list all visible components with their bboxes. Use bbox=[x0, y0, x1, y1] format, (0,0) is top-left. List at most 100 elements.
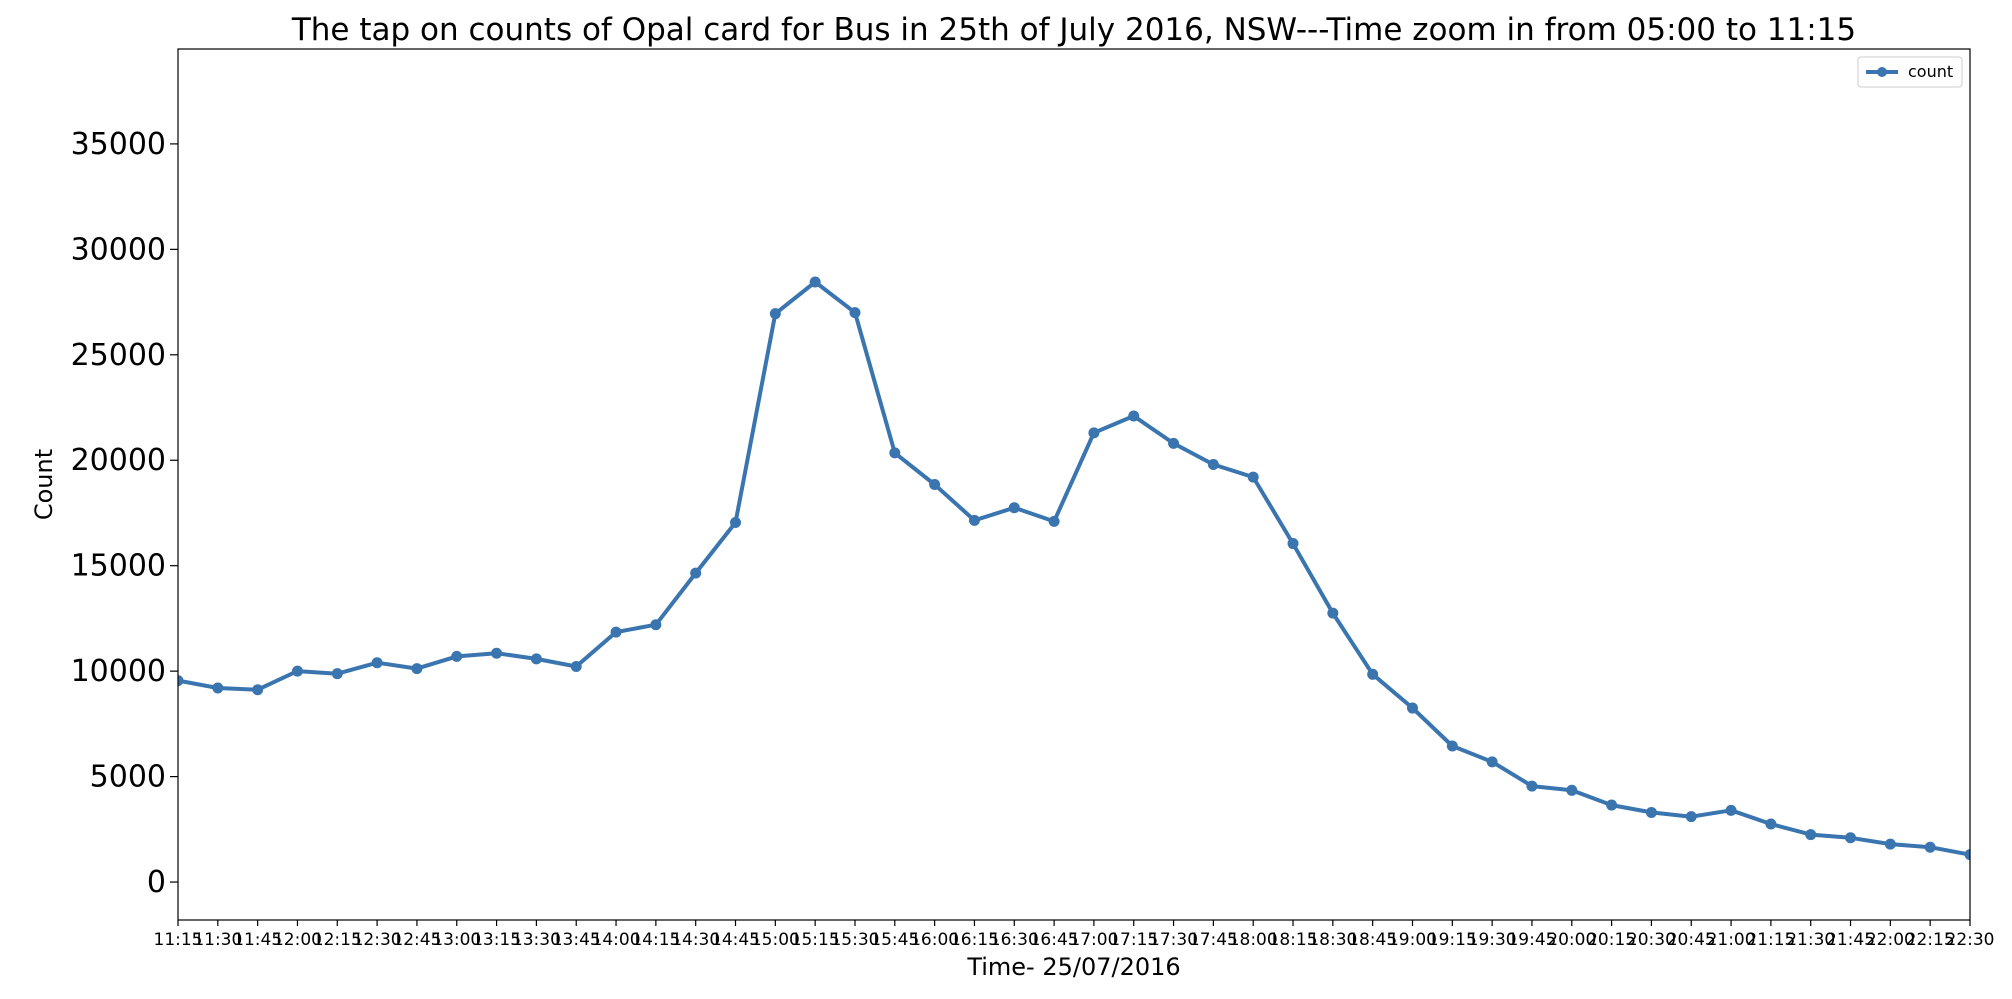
data-point bbox=[1008, 502, 1020, 514]
y-tick-label: 20000 bbox=[71, 443, 166, 478]
data-point bbox=[1964, 849, 1970, 861]
data-point bbox=[411, 663, 423, 675]
data-point bbox=[1327, 607, 1339, 619]
data-point bbox=[1765, 818, 1777, 830]
plot-frame bbox=[177, 48, 1971, 921]
data-point bbox=[1685, 811, 1697, 823]
x-tick-label: 22:00 bbox=[1866, 930, 1915, 950]
x-tick-label: 21:15 bbox=[1746, 930, 1795, 950]
x-tick-label: 15:30 bbox=[830, 930, 879, 950]
data-point bbox=[1287, 538, 1299, 550]
data-point bbox=[849, 307, 861, 319]
y-tick-label: 30000 bbox=[71, 232, 166, 267]
data-point bbox=[1128, 410, 1140, 422]
y-tick-label: 15000 bbox=[71, 549, 166, 584]
data-point bbox=[491, 647, 503, 659]
data-point bbox=[1247, 471, 1259, 483]
data-point bbox=[1725, 804, 1737, 816]
x-tick-label: 17:00 bbox=[1069, 930, 1118, 950]
data-point bbox=[650, 619, 662, 631]
x-tick-label: 21:00 bbox=[1707, 930, 1756, 950]
x-tick-label: 12:00 bbox=[273, 930, 322, 950]
x-tick-label: 16:00 bbox=[910, 930, 959, 950]
legend-box bbox=[1857, 56, 1963, 88]
x-tick-label: 22:30 bbox=[1946, 930, 1995, 950]
data-point bbox=[1845, 832, 1857, 844]
x-tick-label: 14:00 bbox=[592, 930, 641, 950]
x-tick-label: 18:15 bbox=[1269, 930, 1318, 950]
x-tick-label: 14:15 bbox=[631, 930, 680, 950]
data-point bbox=[1207, 458, 1219, 470]
y-tick-label: 35000 bbox=[71, 127, 166, 162]
x-tick-label: 16:15 bbox=[950, 930, 999, 950]
x-tick-label: 21:30 bbox=[1786, 930, 1835, 950]
legend-label: count bbox=[1908, 62, 1953, 81]
x-tick-label: 15:00 bbox=[751, 930, 800, 950]
legend-swatch-marker bbox=[1877, 67, 1887, 77]
x-tick-label: 11:45 bbox=[233, 930, 282, 950]
x-tick-label: 15:15 bbox=[791, 930, 840, 950]
x-tick-label: 13:30 bbox=[512, 930, 561, 950]
x-tick-label: 18:30 bbox=[1308, 930, 1357, 950]
data-point bbox=[1645, 806, 1657, 818]
data-point bbox=[1367, 668, 1379, 680]
x-tick-label: 12:45 bbox=[392, 930, 441, 950]
data-point bbox=[1406, 702, 1418, 714]
chart-title: The tap on counts of Opal card for Bus i… bbox=[291, 12, 1856, 48]
x-tick-label: 13:15 bbox=[472, 930, 521, 950]
data-point bbox=[212, 682, 224, 694]
x-tick-label: 16:30 bbox=[990, 930, 1039, 950]
x-tick-label: 13:45 bbox=[552, 930, 601, 950]
data-point bbox=[769, 308, 781, 320]
data-point bbox=[451, 650, 463, 662]
data-point bbox=[968, 514, 980, 526]
data-point bbox=[570, 661, 582, 673]
data-point bbox=[178, 675, 184, 687]
x-axis-label: Time- 25/07/2016 bbox=[966, 953, 1180, 981]
y-tick-label: 10000 bbox=[71, 654, 166, 689]
x-tick-label: 12:15 bbox=[313, 930, 362, 950]
data-point bbox=[1446, 740, 1458, 752]
y-tick-label: 0 bbox=[147, 865, 166, 900]
data-point bbox=[730, 516, 742, 528]
y-tick-label: 5000 bbox=[90, 760, 166, 795]
data-point bbox=[1088, 427, 1100, 439]
data-point bbox=[1486, 756, 1498, 768]
x-tick-label: 16:45 bbox=[1030, 930, 1079, 950]
data-point bbox=[1526, 780, 1538, 792]
data-point bbox=[530, 653, 542, 665]
legend: count bbox=[1857, 56, 1963, 88]
data-point bbox=[331, 668, 343, 680]
data-point bbox=[1884, 838, 1896, 850]
x-tick-label: 15:45 bbox=[870, 930, 919, 950]
x-tick-label: 13:00 bbox=[432, 930, 481, 950]
x-tick-label: 19:45 bbox=[1507, 930, 1556, 950]
data-point bbox=[1566, 784, 1578, 796]
y-tick-label: 25000 bbox=[71, 338, 166, 373]
data-point bbox=[371, 657, 383, 669]
data-point bbox=[252, 684, 264, 696]
x-tick-label: 19:00 bbox=[1388, 930, 1437, 950]
x-tick-label: 20:30 bbox=[1627, 930, 1676, 950]
x-tick-label: 11:15 bbox=[154, 930, 203, 950]
data-point bbox=[291, 665, 303, 677]
data-point bbox=[690, 567, 702, 579]
x-tick-label: 20:45 bbox=[1667, 930, 1716, 950]
data-point bbox=[889, 447, 901, 459]
data-point bbox=[1805, 829, 1817, 841]
plot-area: 0 5000 10000 15000 20000 25000 30000 35000 11:15… bbox=[71, 127, 1995, 950]
x-tick-label: 18:45 bbox=[1348, 930, 1397, 950]
data-point bbox=[929, 479, 941, 490]
data-point bbox=[809, 276, 821, 288]
series-line bbox=[178, 280, 1970, 857]
x-tick-label: 22:15 bbox=[1906, 930, 1955, 950]
y-axis-label: Count bbox=[30, 449, 58, 520]
x-tick-label: 11:30 bbox=[193, 930, 242, 950]
x-tick-label: 14:30 bbox=[671, 930, 720, 950]
x-tick-label: 17:45 bbox=[1189, 930, 1238, 950]
series-count bbox=[178, 276, 1970, 861]
x-tick-label: 19:30 bbox=[1468, 930, 1517, 950]
data-point bbox=[1048, 515, 1060, 527]
